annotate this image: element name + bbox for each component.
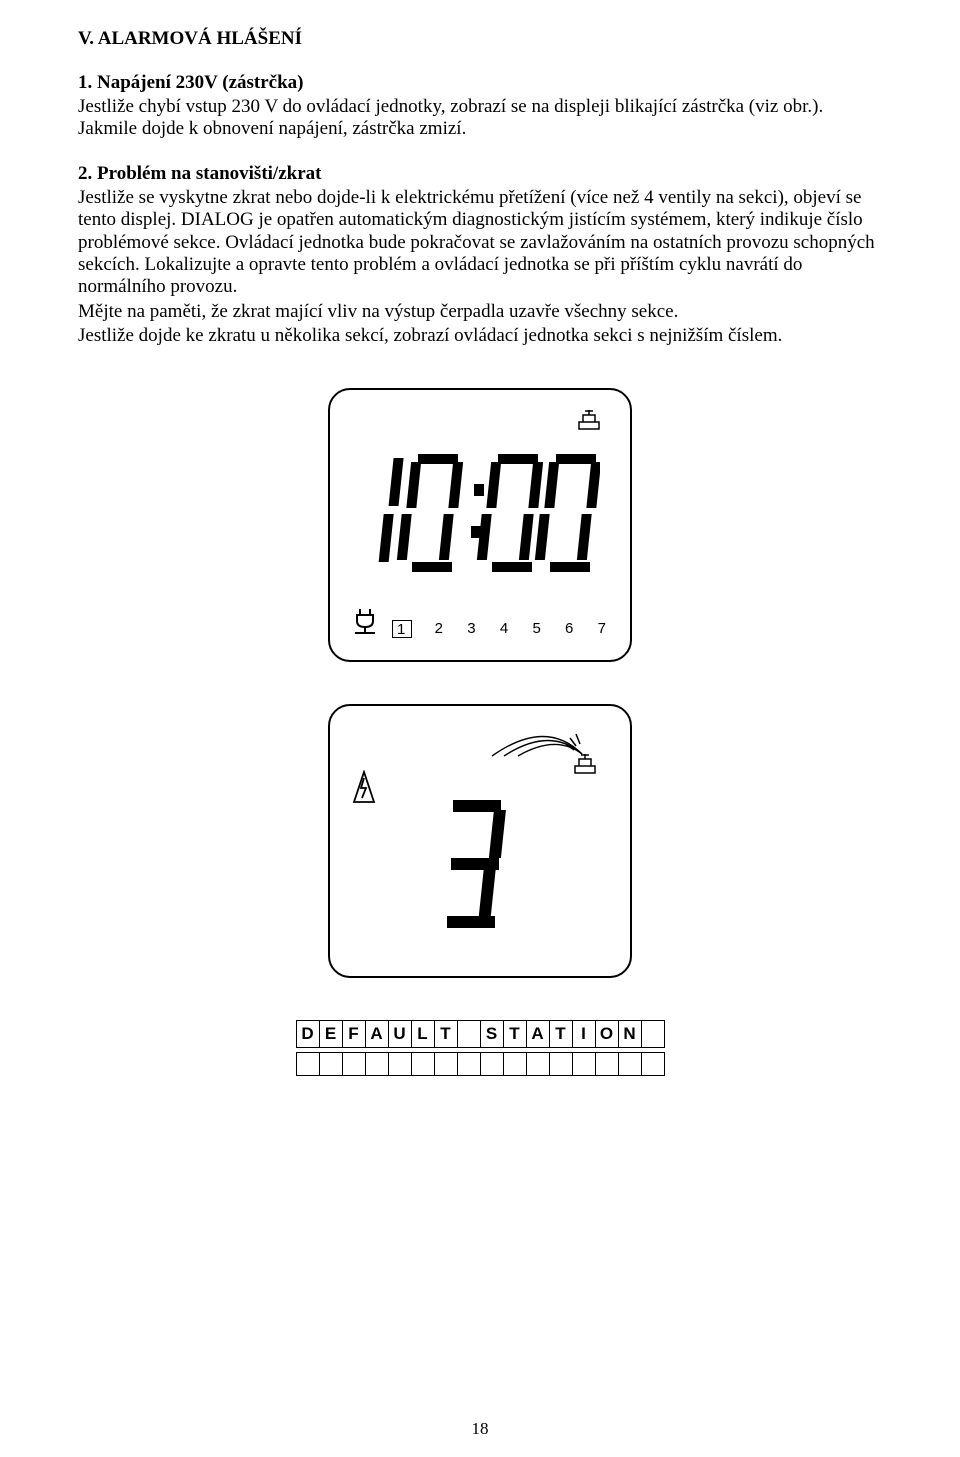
grid-cell: L — [411, 1020, 435, 1048]
text-grid-row2 — [296, 1052, 665, 1076]
page: V. ALARMOVÁ HLÁŠENÍ 1. Napájení 230V (zá… — [0, 0, 960, 1457]
grid-cell: D — [296, 1020, 320, 1048]
grid-cell: S — [480, 1020, 504, 1048]
grid-cell — [641, 1052, 665, 1076]
station-5: 5 — [532, 620, 542, 637]
grid-cell: T — [434, 1020, 458, 1048]
grid-cell — [365, 1052, 389, 1076]
grid-cell — [572, 1052, 596, 1076]
station-7: 7 — [598, 620, 608, 637]
lcd-panel-2 — [328, 704, 632, 978]
lcd-panel-1: 1 2 3 4 5 6 7 — [328, 388, 632, 662]
station-3: 3 — [467, 620, 477, 637]
figures: 1 2 3 4 5 6 7 — [78, 388, 882, 1076]
lcd-time-1000 — [330, 448, 630, 583]
text-grid-row1: DEFAULTSTATION — [296, 1020, 665, 1048]
grid-cell: U — [388, 1020, 412, 1048]
grid-cell — [342, 1052, 366, 1076]
lcd-digit-3 — [330, 794, 630, 939]
grid-cell: T — [549, 1020, 573, 1048]
text-grid: DEFAULTSTATION — [296, 1020, 665, 1076]
grid-cell: E — [319, 1020, 343, 1048]
grid-cell: A — [526, 1020, 550, 1048]
sub1-heading: 1. Napájení 230V (zástrčka) — [78, 72, 882, 94]
grid-cell — [388, 1052, 412, 1076]
grid-cell: F — [342, 1020, 366, 1048]
station-numbers: 1 2 3 4 5 6 7 — [392, 620, 608, 638]
grid-cell — [411, 1052, 435, 1076]
grid-cell: N — [618, 1020, 642, 1048]
grid-cell — [526, 1052, 550, 1076]
grid-cell — [641, 1020, 665, 1048]
grid-cell — [618, 1052, 642, 1076]
sub1-text: Jestliže chybí vstup 230 V do ovládací j… — [78, 96, 882, 141]
grid-cell — [319, 1052, 343, 1076]
station-6: 6 — [565, 620, 575, 637]
grid-cell — [457, 1020, 481, 1048]
page-number: 18 — [0, 1419, 960, 1439]
grid-cell — [480, 1052, 504, 1076]
sub2-p3: Jestliže dojde ke zkratu u několika sekc… — [78, 325, 882, 347]
grid-cell — [549, 1052, 573, 1076]
station-2: 2 — [435, 620, 445, 637]
station-4: 4 — [500, 620, 510, 637]
plug-icon — [352, 605, 380, 640]
grid-cell: A — [365, 1020, 389, 1048]
station-1-boxed: 1 — [392, 620, 412, 638]
grid-cell: O — [595, 1020, 619, 1048]
sprinkler-icon — [576, 408, 606, 437]
grid-cell: T — [503, 1020, 527, 1048]
section-title: V. ALARMOVÁ HLÁŠENÍ — [78, 28, 882, 50]
grid-cell — [434, 1052, 458, 1076]
sub2-p2: Mějte na paměti, že zkrat mající vliv na… — [78, 301, 882, 323]
grid-cell: I — [572, 1020, 596, 1048]
grid-cell — [595, 1052, 619, 1076]
grid-cell — [503, 1052, 527, 1076]
grid-cell — [296, 1052, 320, 1076]
sub2-p1: Jestliže se vyskytne zkrat nebo dojde-li… — [78, 187, 882, 299]
grid-cell — [457, 1052, 481, 1076]
sub2-heading: 2. Problém na stanovišti/zkrat — [78, 163, 882, 185]
